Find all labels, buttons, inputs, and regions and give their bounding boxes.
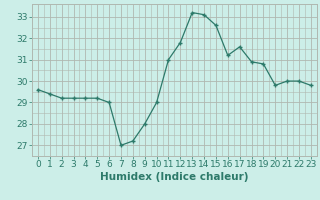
X-axis label: Humidex (Indice chaleur): Humidex (Indice chaleur) xyxy=(100,172,249,182)
